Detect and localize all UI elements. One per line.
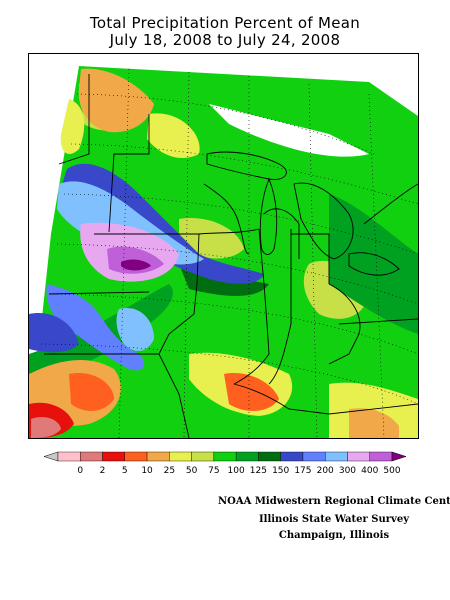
- legend-swatch: [169, 451, 192, 462]
- orange-area-southeast: [349, 408, 399, 438]
- map-title: Total Precipitation Percent of Mean: [89, 14, 361, 32]
- yellow-area-north: [147, 113, 200, 159]
- legend-swatch: [325, 451, 348, 462]
- darkorange-area-south: [69, 373, 114, 411]
- lake-outlines: [206, 151, 418, 276]
- precipitation-map: [28, 53, 419, 439]
- legend-tick-label: 100: [228, 466, 245, 476]
- legend-swatch: [235, 451, 259, 462]
- legend-swatch: [80, 451, 103, 462]
- credit-line-location: Champaign, Illinois: [278, 530, 390, 541]
- legend-swatch: [302, 451, 326, 462]
- legend-swatch: [213, 451, 237, 462]
- darkgreen-band: [329, 194, 418, 334]
- legend-tick-label: 125: [250, 466, 267, 476]
- credit-line-organization: NOAA Midwestern Regional Climate Cent: [218, 496, 450, 507]
- legend-tick-label: 300: [339, 466, 356, 476]
- legend-tick-label: 200: [317, 466, 334, 476]
- legend-swatch: [280, 451, 304, 462]
- legend-swatch: [369, 451, 393, 462]
- map-subtitle: July 18, 2008 to July 24, 2008: [109, 31, 341, 49]
- lightblue-corridor: [116, 308, 154, 351]
- color-legend: 0 2 5 10 25 50 75 100 125 150 175 200 300 400 500: [40, 450, 410, 480]
- yellowgreen-patch: [179, 218, 244, 259]
- legend-swatch: [347, 451, 370, 462]
- yellow-area-north: [60, 99, 85, 154]
- legend-tick-label: 75: [208, 466, 219, 476]
- graticule: [40, 68, 418, 438]
- legend-tick-label: 10: [141, 466, 153, 476]
- legend-swatch: [191, 451, 215, 462]
- legend-swatch: [57, 451, 81, 462]
- legend-tick-label: 500: [383, 466, 400, 476]
- blue-corridor: [46, 284, 145, 371]
- orange-area-north: [78, 68, 154, 133]
- legend-swatch: [146, 451, 170, 462]
- pink-area-south: [31, 417, 61, 438]
- legend-arrow-high: [391, 451, 407, 462]
- legend-tick-label: 25: [164, 466, 175, 476]
- legend-arrow-low: [43, 451, 59, 462]
- legend-swatch: [102, 451, 125, 462]
- darkblue-area: [29, 313, 79, 353]
- legend-tick-label: 5: [122, 466, 128, 476]
- credit-line-survey: Illinois State Water Survey: [258, 514, 410, 525]
- darkpurple-area: [121, 259, 151, 271]
- legend-tick-label: 0: [77, 466, 83, 476]
- legend-tick-label: 2: [100, 466, 106, 476]
- legend-tick-label: 150: [272, 466, 289, 476]
- no-data-area: [209, 104, 369, 157]
- legend-tick-label: 400: [361, 466, 378, 476]
- legend-tick-label: 175: [294, 466, 311, 476]
- legend-swatch: [124, 451, 148, 462]
- legend-tick-label: 50: [186, 466, 198, 476]
- legend-swatch: [258, 451, 281, 462]
- borders: [44, 74, 418, 438]
